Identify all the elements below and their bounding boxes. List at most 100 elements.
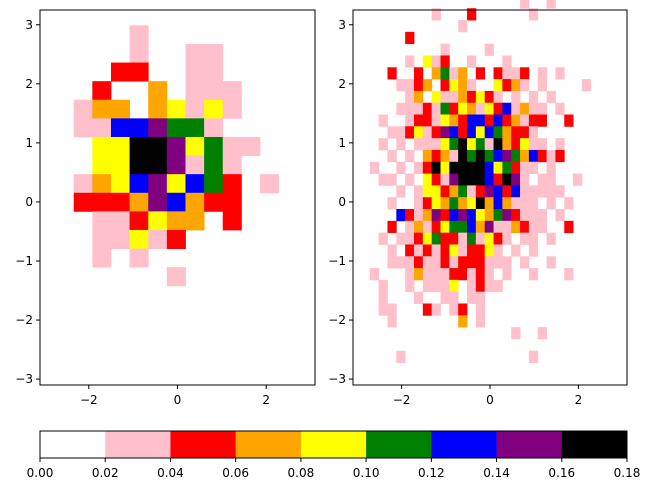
right-heatmap-cell (449, 114, 459, 127)
right-heatmap-cell (413, 79, 424, 92)
left-heatmap-cell (185, 118, 205, 138)
right-heatmap-cell (458, 79, 468, 92)
right-heatmap-cell (431, 126, 441, 139)
right-heatmap-cell (484, 102, 494, 115)
colorbar-segment (496, 431, 563, 458)
right-heatmap-cell (422, 220, 433, 234)
colorbar-segment (300, 431, 367, 458)
right-y-tick-label: 3 (338, 18, 346, 32)
right-heatmap-cell (528, 350, 539, 363)
right-heatmap-cell (405, 173, 415, 186)
right-heatmap-cell (537, 220, 547, 234)
right-heatmap-cell (484, 149, 494, 163)
right-heatmap-cell (502, 268, 512, 281)
right-heatmap-cell (520, 232, 530, 245)
right-heatmap-cell (405, 256, 415, 269)
colorbar-segment (40, 431, 106, 458)
right-heatmap-cell (378, 138, 388, 151)
right-heatmap-cell (511, 126, 521, 139)
colorbar-segment (431, 431, 497, 458)
right-heatmap-cell (537, 185, 547, 198)
right-heatmap-cell (573, 173, 583, 186)
right-heatmap-cell (546, 256, 556, 269)
right-heatmap-cell (405, 232, 415, 245)
left-heatmap-cell (166, 99, 186, 119)
right-heatmap-cell (493, 67, 503, 80)
left-y-tick-label: 3 (25, 18, 33, 32)
right-heatmap-cell (475, 268, 486, 281)
right-heatmap-cell (475, 315, 486, 328)
right-y-tick-label: −3 (328, 372, 346, 386)
right-heatmap-cell (422, 197, 433, 210)
right-heatmap-cell (537, 173, 547, 186)
right-heatmap-cell (484, 126, 494, 139)
colorbar-tick-label: 0.08 (288, 466, 315, 480)
right-heatmap-cell (449, 185, 459, 198)
right-heatmap-cell (475, 303, 486, 316)
left-y-tick-label: −3 (15, 372, 33, 386)
right-heatmap-cell (422, 173, 433, 186)
right-heatmap-cell (493, 102, 503, 115)
right-heatmap-cell (467, 291, 477, 304)
right-heatmap-cell (431, 303, 441, 316)
left-heatmap-cell (185, 155, 205, 175)
right-heatmap-cell (458, 20, 468, 33)
right-heatmap-cell (458, 149, 468, 163)
right-heatmap-cell (422, 268, 433, 281)
right-heatmap-cell (431, 220, 441, 234)
right-heatmap-cell (422, 126, 433, 139)
right-y-tick-label: 2 (338, 77, 346, 91)
colorbar-segment (105, 431, 171, 458)
colorbar-segment (561, 431, 628, 458)
right-heatmap-cell (458, 185, 468, 198)
right-heatmap-cell (440, 256, 450, 269)
right-heatmap-cell (537, 209, 547, 222)
left-heatmap-cell (129, 192, 149, 212)
right-heatmap-cell (422, 232, 433, 245)
right-heatmap-cell (528, 268, 539, 281)
right-heatmap-cell (555, 209, 565, 222)
right-heatmap-cell (511, 185, 521, 198)
right-heatmap-cell (511, 327, 521, 340)
right-heatmap-cell (458, 67, 468, 80)
right-heatmap-cell (431, 197, 441, 210)
right-heatmap-cell (413, 220, 424, 234)
left-heatmap-cell (204, 43, 224, 63)
left-heatmap-cell (260, 174, 280, 194)
right-heatmap-cell (405, 126, 415, 139)
right-heatmap-cell (475, 161, 486, 174)
right-heatmap-cell (493, 79, 503, 92)
left-heatmap-cell (222, 136, 242, 156)
colorbar-frame (39, 430, 628, 459)
right-heatmap-cell (413, 90, 424, 104)
right-heatmap-cell (502, 197, 512, 210)
right-heatmap-cell (467, 79, 477, 92)
right-heatmap-cell (378, 291, 388, 304)
right-heatmap-cell (555, 102, 565, 115)
left-heatmap-cell (166, 118, 186, 138)
right-heatmap-cell (422, 161, 433, 174)
right-heatmap-cell (493, 126, 503, 139)
right-heatmap-cell (458, 315, 468, 328)
right-heatmap-cell (484, 90, 494, 104)
right-heatmap-cell (493, 220, 503, 234)
right-heatmap-cell (475, 232, 486, 245)
left-heatmap-cell (92, 99, 112, 119)
right-heatmap-cell (440, 67, 450, 80)
right-heatmap-cell (431, 256, 441, 269)
right-heatmap-cell (378, 279, 388, 293)
right-heatmap-cell (431, 209, 441, 222)
left-heatmap-cell (204, 99, 224, 119)
left-panel: −2 0 2 −3 −2 −1 0 1 2 3 (15, 9, 316, 407)
right-heatmap-cell (520, 220, 530, 234)
right-heatmap-cell (493, 209, 503, 222)
right-heatmap-cell (467, 149, 477, 163)
right-heatmap-cell (396, 126, 406, 139)
right-heatmap-cell (537, 102, 547, 115)
right-heatmap-cell (484, 138, 494, 151)
right-heatmap-cell (405, 55, 415, 68)
right-heatmap-cell (405, 220, 415, 234)
left-heatmap-cell (166, 267, 186, 287)
right-heatmap-cell (440, 232, 450, 245)
right-heatmap-cell (520, 79, 530, 92)
